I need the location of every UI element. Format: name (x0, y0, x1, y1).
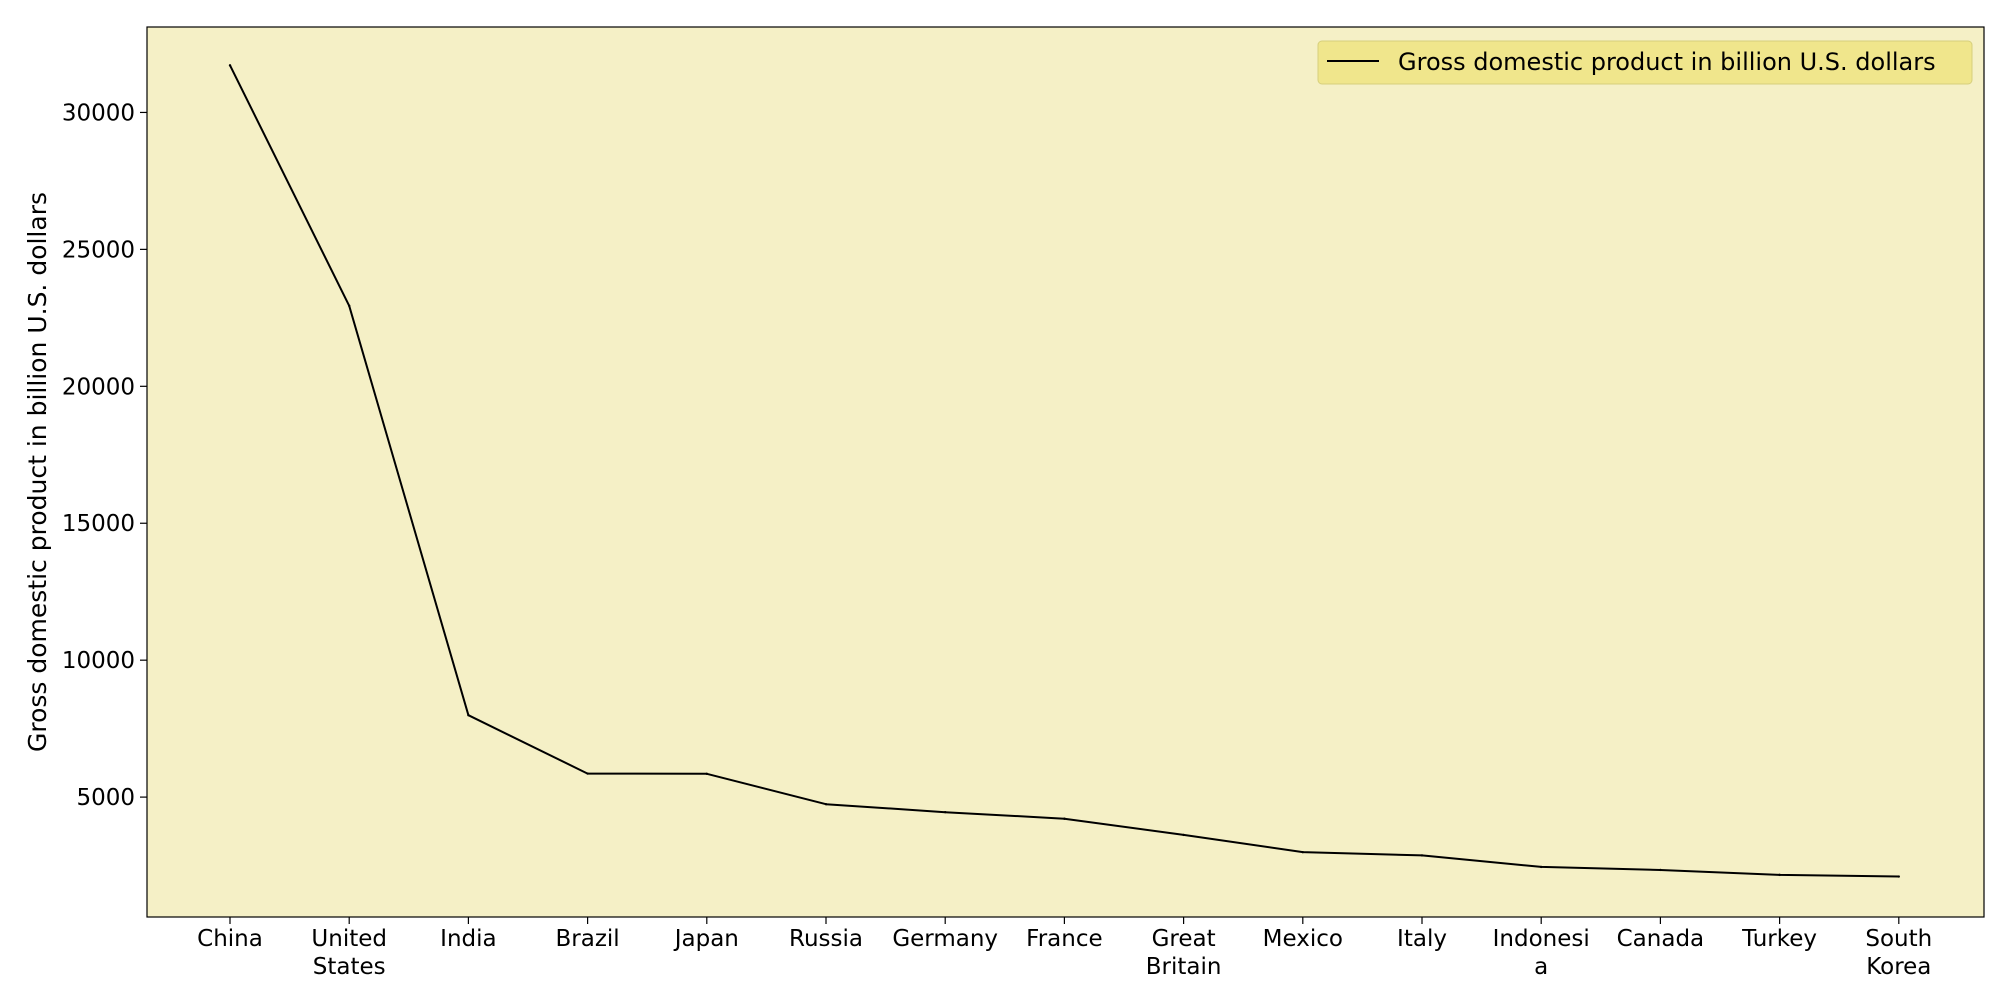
data-point (1659, 868, 1662, 872)
x-tick-label: Brazil (556, 926, 620, 952)
data-point (1778, 873, 1781, 877)
y-tick-label: 15000 (62, 511, 135, 537)
x-tick-label: Italy (1397, 926, 1447, 952)
x-tick-label: Russia (789, 926, 863, 952)
y-tick-label: 20000 (62, 374, 135, 400)
y-tick-label: 5000 (76, 785, 135, 811)
x-tick-label: India (440, 926, 496, 952)
plot-area (146, 26, 1985, 918)
data-point (1182, 833, 1185, 837)
x-tick-label: Mexico (1263, 926, 1343, 952)
data-point (586, 772, 589, 775)
data-point (228, 64, 232, 67)
legend-box (1317, 40, 1973, 85)
data-point (1540, 865, 1543, 869)
data-point (1301, 850, 1305, 854)
data-point (944, 810, 947, 814)
x-tick-label: Turkey (1741, 926, 1817, 952)
x-tick-label: a (1534, 954, 1548, 980)
x-tick-label: South (1865, 926, 1932, 952)
y-axis-title: Gross domestic product in billion U.S. d… (23, 192, 52, 752)
y-tick-label: 30000 (62, 100, 135, 126)
x-tick-label: United (311, 926, 387, 952)
x-tick-label: France (1026, 926, 1102, 952)
x-tick-label: Indonesi (1493, 926, 1590, 952)
x-tick-label: China (197, 926, 263, 952)
data-point (1420, 854, 1424, 857)
y-axis: 5000 10000 15000 20000 25000 30000 (62, 100, 147, 811)
x-tick-label: Germany (892, 926, 998, 952)
x-tick-label: Great (1152, 926, 1216, 952)
legend: Gross domestic product in billion U.S. d… (1317, 40, 1973, 85)
series-layer (228, 64, 1901, 878)
data-point (705, 772, 708, 776)
x-tick-label: States (313, 954, 386, 980)
x-tick-label: Canada (1617, 926, 1705, 952)
data-point (1897, 875, 1901, 878)
data-point (1063, 817, 1066, 820)
data-point (348, 304, 351, 307)
data-point (824, 803, 828, 806)
y-tick-label: 10000 (62, 648, 135, 674)
x-tick-label: Britain (1146, 954, 1222, 980)
x-tick-label: Korea (1866, 954, 1931, 980)
x-tick-label: Japan (673, 926, 739, 952)
data-point (467, 714, 470, 717)
legend-entry-label: Gross domestic product in billion U.S. d… (1398, 48, 1936, 76)
y-tick-label: 25000 (62, 237, 135, 263)
